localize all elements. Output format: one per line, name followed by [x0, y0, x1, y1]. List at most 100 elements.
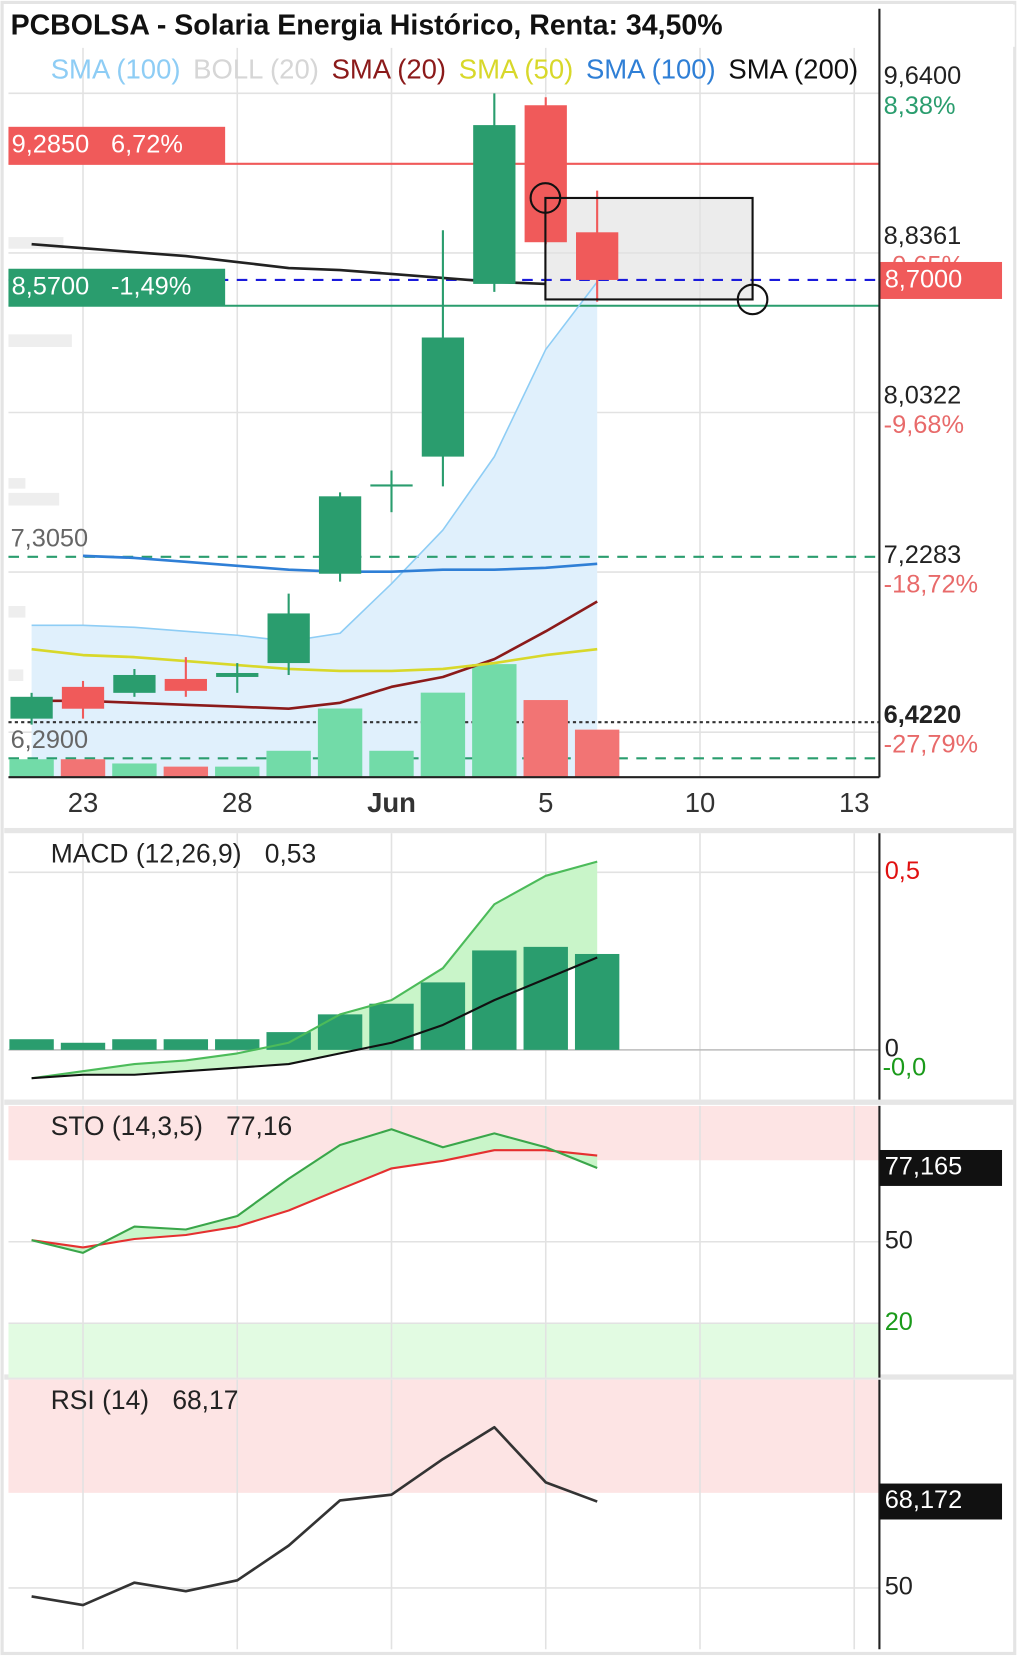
- y-tick-label: 50: [885, 1226, 913, 1254]
- panel-separator: [4, 1099, 1015, 1105]
- y-tick-change: -27,79%: [884, 731, 978, 759]
- volume-bar: [112, 763, 157, 778]
- volume-bar: [472, 664, 517, 778]
- faded-strip: [8, 237, 64, 249]
- value-tag-label: 77,165: [885, 1153, 963, 1181]
- y-tick-change: 8,38%: [884, 92, 956, 120]
- drawing-rectangle[interactable]: [544, 196, 754, 301]
- histogram-bar: [60, 1042, 106, 1050]
- histogram-bar: [215, 1039, 260, 1050]
- histogram-bar: [420, 982, 466, 1050]
- indicator-line: [31, 600, 598, 711]
- candle-body: [421, 337, 465, 457]
- candle-body: [576, 232, 619, 280]
- drawing-handle[interactable]: [529, 182, 562, 214]
- legend-entry: SMA (100): [51, 53, 181, 84]
- panel-readout: 0,53: [265, 838, 316, 868]
- stochastic-k-line: [31, 1128, 598, 1254]
- histogram-bar: [317, 1014, 363, 1050]
- faded-strip: [8, 669, 24, 682]
- macd-line: [31, 860, 598, 1080]
- y-tick-label: 6,4220: [884, 701, 962, 729]
- candle-body: [216, 672, 259, 677]
- value-tag: [879, 1149, 1003, 1186]
- price-line-box: [8, 268, 226, 306]
- volume-bar: [523, 700, 568, 778]
- candle-body: [370, 484, 413, 487]
- legend-entry: SMA (100): [586, 53, 716, 84]
- volume-bar: [574, 729, 620, 778]
- price-line-label: 9,2850: [12, 131, 90, 159]
- legend-entry: BOLL (20): [193, 53, 319, 84]
- legend-entry: SMA (50): [459, 53, 574, 84]
- price-line-change: -1,49%: [111, 272, 191, 300]
- faded-strip: [8, 492, 60, 506]
- histogram-bar: [112, 1039, 157, 1050]
- candle-body: [113, 674, 156, 693]
- y-tick-label: 9,6400: [884, 62, 962, 90]
- y-tick-label: 8,0322: [884, 381, 962, 409]
- price-line-label: 8,5700: [12, 272, 90, 300]
- histogram-bar: [163, 1039, 209, 1050]
- x-tick-label: 5: [538, 787, 553, 818]
- price-tag: [879, 261, 1003, 299]
- candle-body: [61, 686, 105, 709]
- price-line-box: [8, 126, 226, 164]
- volume-bar: [317, 708, 363, 778]
- panel-readout: 68,17: [172, 1385, 238, 1415]
- volume-bar: [9, 759, 54, 778]
- faded-strip: [8, 334, 72, 348]
- drawing-handle[interactable]: [736, 283, 769, 316]
- y-tick-label: 0: [885, 1035, 899, 1063]
- volume-bar: [60, 759, 106, 778]
- signal-line: [31, 956, 598, 1080]
- candle-body: [267, 613, 310, 664]
- panel-title: MACD (12,26,9): [51, 838, 242, 868]
- x-tick-label: 10: [685, 787, 716, 818]
- volume-bar: [369, 750, 414, 778]
- histogram-bar: [523, 946, 568, 1050]
- volume-bar: [215, 766, 260, 778]
- volume-bar: [266, 750, 311, 778]
- overlay: PCBOLSA - Solaria Energia Histórico, Ren…: [11, 9, 769, 316]
- indicator-line: [31, 242, 546, 286]
- legend-entry: SMA (20): [332, 53, 447, 84]
- histogram-bar: [9, 1039, 54, 1050]
- price-tag-label: 8,7000: [885, 266, 963, 294]
- panel-title: RSI (14): [51, 1385, 149, 1415]
- zone: [8, 1379, 880, 1493]
- y-tick-change: -9,68%: [884, 411, 964, 439]
- indicator-line: [31, 647, 598, 673]
- rsi-line: [31, 1425, 598, 1607]
- zone: [8, 1323, 880, 1378]
- chart-title: PCBOLSA - Solaria Energia Histórico, Ren…: [11, 9, 723, 41]
- y-tick-label: 50: [885, 1573, 913, 1601]
- price-line-label: 7,3050: [11, 525, 89, 553]
- x-tick-label: 13: [839, 787, 870, 818]
- x-tick-label: Jun: [367, 787, 416, 818]
- legend-entry: SMA (200): [728, 53, 858, 84]
- bollinger-band: [31, 281, 598, 778]
- y-tick-label: 0,5: [885, 857, 920, 885]
- candle-body: [10, 696, 53, 719]
- title-bg: [879, 4, 1015, 47]
- volume-bar: [420, 692, 466, 778]
- candle-body: [164, 678, 207, 691]
- panel-title: STO (14,3,5): [51, 1111, 203, 1141]
- candle-body: [473, 125, 516, 284]
- panel-readout: 77,16: [226, 1111, 292, 1141]
- y-tick-change: -18,72%: [884, 571, 978, 599]
- y-tick-label: 20: [885, 1308, 913, 1336]
- panel-separator: [4, 827, 1015, 834]
- y-tick-label: 7,2283: [884, 541, 962, 569]
- histogram-bar: [574, 953, 620, 1050]
- value-tag: [879, 1483, 1003, 1520]
- price-line-change: 6,72%: [111, 131, 183, 159]
- faded-strip: [8, 478, 26, 489]
- volume-bar: [163, 766, 209, 778]
- price-line-label: 6,2900: [11, 726, 89, 754]
- value-tag-label: -0,0: [883, 1054, 927, 1082]
- x-tick-label: 23: [68, 787, 99, 818]
- candle-body: [318, 496, 362, 574]
